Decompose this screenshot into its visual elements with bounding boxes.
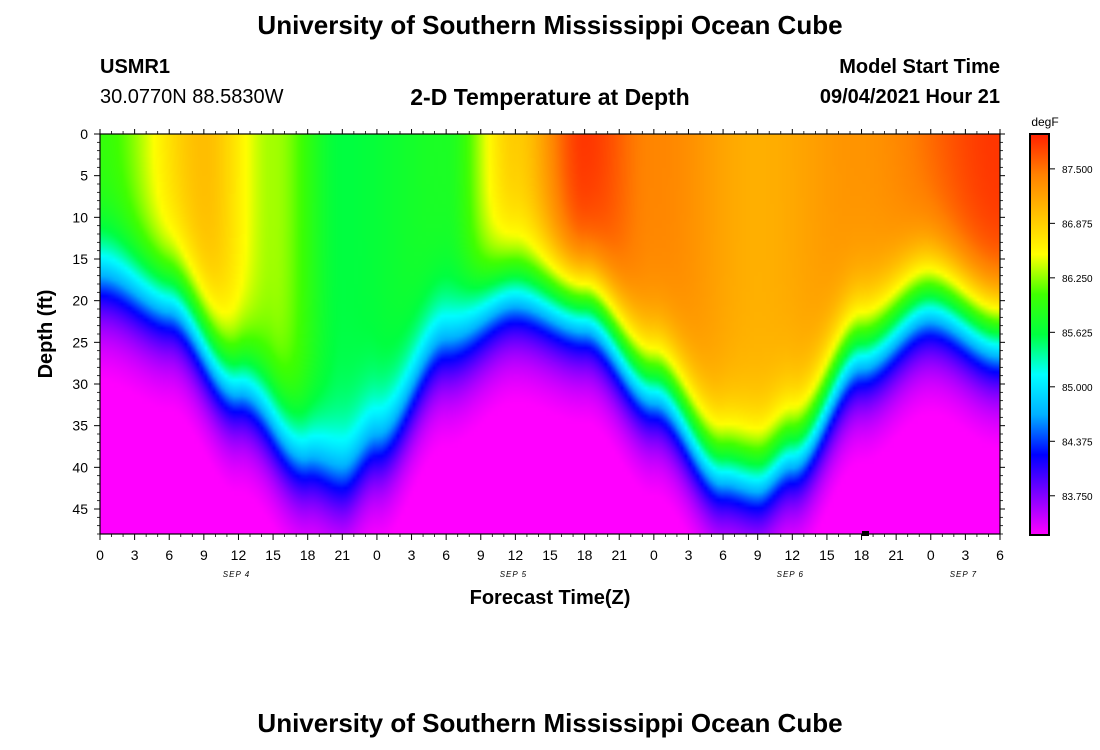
model-start-label: Model Start Time xyxy=(839,56,1000,78)
x-tick-label: 3 xyxy=(685,547,693,563)
chart-subtitle: 2-D Temperature at Depth xyxy=(410,84,690,110)
date-label: SEP 7 xyxy=(950,570,977,579)
colorbar-tick-label: 86.250 xyxy=(1062,274,1093,285)
colorbar-tick-label: 83.750 xyxy=(1062,492,1093,503)
x-tick-label: 6 xyxy=(996,547,1004,563)
x-tick-label: 3 xyxy=(131,547,139,563)
y-tick-label: 40 xyxy=(72,459,88,475)
station-name: USMR1 xyxy=(100,56,171,78)
colorbar-tick-label: 85.000 xyxy=(1062,383,1093,394)
station-coordinates: 30.0770N 88.5830W xyxy=(100,86,284,108)
x-tick-label: 9 xyxy=(200,547,208,563)
y-tick-label: 5 xyxy=(80,168,88,184)
top-title: University of Southern Mississippi Ocean… xyxy=(257,10,843,40)
y-tick-label: 10 xyxy=(72,209,88,225)
y-tick-label: 15 xyxy=(72,251,88,267)
x-tick-label: 21 xyxy=(888,547,904,563)
y-tick-label: 45 xyxy=(72,501,88,517)
x-tick-label: 18 xyxy=(300,547,316,563)
x-tick-label: 21 xyxy=(335,547,351,563)
x-tick-label: 3 xyxy=(961,547,969,563)
y-tick-label: 30 xyxy=(72,376,88,392)
time-marker xyxy=(862,531,869,536)
x-tick-label: 0 xyxy=(650,547,658,563)
colorbar xyxy=(1029,133,1050,536)
colorbar-tick-label: 86.875 xyxy=(1062,219,1093,230)
y-tick-label: 35 xyxy=(72,418,88,434)
x-tick-label: 12 xyxy=(785,547,801,563)
x-tick-label: 12 xyxy=(508,547,524,563)
x-tick-label: 21 xyxy=(611,547,627,563)
x-tick-label: 0 xyxy=(373,547,381,563)
colorbar-tick-label: 85.625 xyxy=(1062,328,1093,339)
y-axis-label: Depth (ft) xyxy=(35,290,57,379)
x-tick-label: 3 xyxy=(408,547,416,563)
x-tick-label: 18 xyxy=(854,547,870,563)
colorbar-tick-label: 84.375 xyxy=(1062,437,1093,448)
x-tick-label: 15 xyxy=(265,547,281,563)
y-tick-label: 0 xyxy=(80,126,88,142)
date-label: SEP 6 xyxy=(777,570,804,579)
x-tick-label: 15 xyxy=(819,547,835,563)
date-label: SEP 5 xyxy=(500,570,527,579)
model-start-value: 09/04/2021 Hour 21 xyxy=(819,86,1000,108)
x-tick-label: 0 xyxy=(96,547,104,563)
colorbar-tick-label: 87.500 xyxy=(1062,165,1093,176)
x-axis-label: Forecast Time(Z) xyxy=(470,587,631,609)
bottom-title: University of Southern Mississippi Ocean… xyxy=(257,708,843,738)
x-tick-label: 9 xyxy=(477,547,485,563)
date-label: SEP 4 xyxy=(223,570,250,579)
y-tick-label: 20 xyxy=(72,293,88,309)
temperature-heatmap xyxy=(100,134,1000,534)
x-tick-label: 12 xyxy=(231,547,247,563)
colorbar-unit: degF xyxy=(1031,115,1058,129)
x-tick-label: 6 xyxy=(442,547,450,563)
x-tick-label: 6 xyxy=(165,547,173,563)
x-tick-label: 15 xyxy=(542,547,558,563)
y-tick-label: 25 xyxy=(72,334,88,350)
x-tick-label: 18 xyxy=(577,547,593,563)
x-tick-label: 0 xyxy=(927,547,935,563)
x-tick-label: 9 xyxy=(754,547,762,563)
x-tick-label: 6 xyxy=(719,547,727,563)
